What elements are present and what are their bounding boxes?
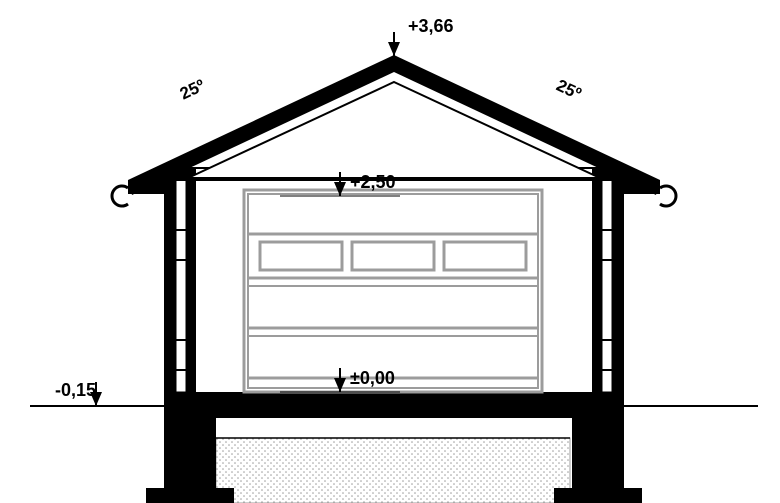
foundation-slab-hatch: [216, 438, 570, 503]
wall-right-inner: [592, 178, 602, 392]
eave-left: [128, 180, 168, 194]
label-ridge-height: +3,66: [408, 16, 454, 37]
dim-ridge-arrow: [388, 42, 400, 56]
footing-left: [146, 488, 234, 503]
label-ground-level: -0,15: [55, 380, 96, 401]
wall-left-outer: [164, 178, 176, 392]
eave-right: [620, 180, 660, 194]
gutter-right: [660, 186, 676, 206]
wall-right-outer: [612, 178, 624, 392]
footing-right: [554, 488, 642, 503]
wall-left-inner: [186, 178, 196, 392]
wall-left-cavity: [176, 178, 186, 392]
wall-right-cavity: [602, 178, 612, 392]
floor-slab: [164, 392, 624, 418]
section-drawing: [0, 0, 780, 503]
label-floor-level: ±0,00: [350, 368, 395, 389]
garage-door: [244, 190, 542, 392]
label-lintel-height: +2,50: [350, 172, 396, 193]
gutter-left: [112, 186, 128, 206]
